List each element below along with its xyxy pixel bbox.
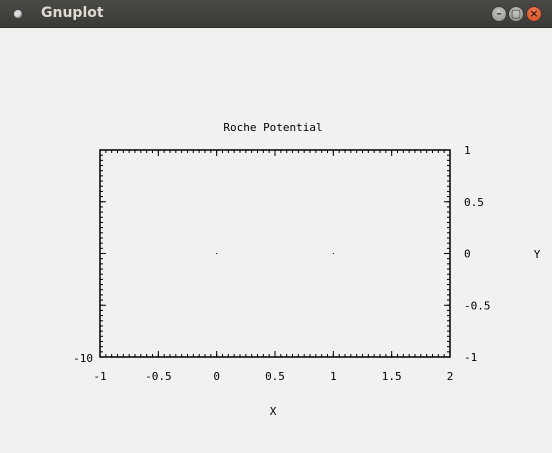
data-point-1: [216, 253, 218, 254]
plot-canvas[interactable]: Roche Potential X Y -10 -1 -0.5 0 0.5 1 1.5 2 1…: [0, 28, 552, 453]
minimize-button[interactable]: –: [491, 6, 507, 22]
y-axis-label: Y: [534, 248, 541, 261]
data-point-2: [332, 253, 334, 254]
roche-potential-plot: Roche Potential X Y -10 -1 -0.5 0 0.5 1 1.5 21…: [73, 121, 541, 418]
x-axis-label: X: [270, 405, 277, 418]
x-tick-label: 1.5: [382, 370, 402, 383]
x-tick-label: 0.5: [265, 370, 285, 383]
y-tick-label: 1: [464, 144, 471, 157]
maximize-button[interactable]: ▢: [508, 6, 524, 22]
y-tick-label: -1: [464, 351, 477, 364]
x-tick-label: -1: [93, 370, 106, 383]
title-bar[interactable]: Gnuplot – ▢ ×: [0, 0, 552, 28]
x-tick-label: 1: [330, 370, 337, 383]
x-tick-label: 2: [447, 370, 454, 383]
app-menu-icon[interactable]: [14, 10, 22, 18]
window-title: Gnuplot: [41, 5, 104, 21]
y-tick-label: 0: [464, 248, 471, 261]
chart-title: Roche Potential: [223, 121, 322, 134]
x-tick-label: 0: [213, 370, 220, 383]
plot-border: [99, 149, 451, 358]
y-tick-label: -0.5: [464, 299, 491, 312]
corner-tick-label: -10: [73, 352, 93, 365]
x-tick-label: -0.5: [145, 370, 172, 383]
y-tick-label: 0.5: [464, 196, 484, 209]
close-button[interactable]: ×: [526, 6, 542, 22]
